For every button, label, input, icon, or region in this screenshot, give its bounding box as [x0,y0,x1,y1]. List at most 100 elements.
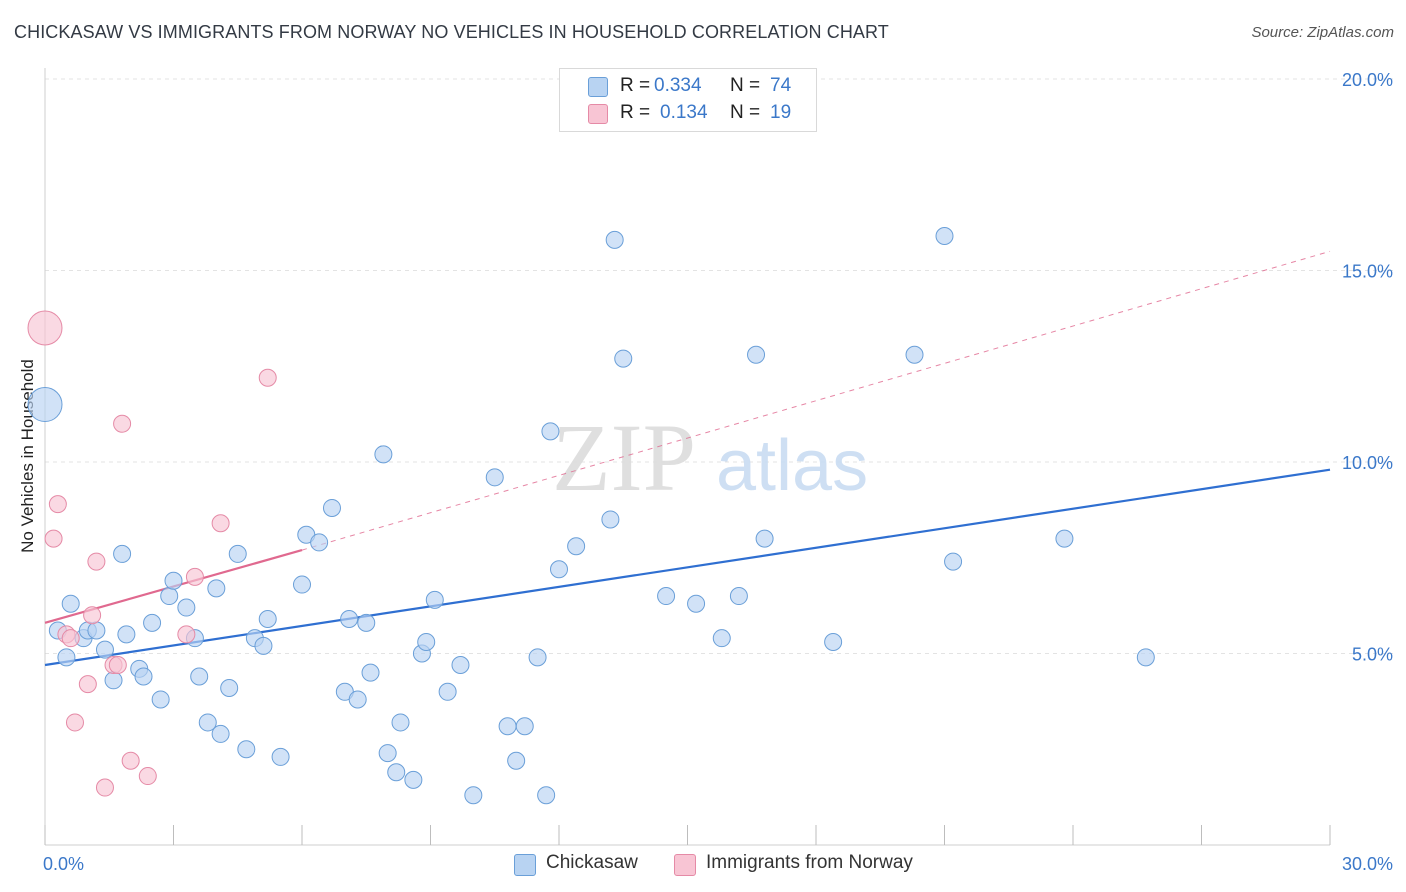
point-chickasaw [361,663,380,682]
point-chickasaw [1136,648,1155,667]
point-chickasaw [905,345,924,364]
point-chickasaw [151,690,170,709]
point-chickasaw [198,713,217,732]
point-norway [121,751,140,770]
point-chickasaw [340,610,359,629]
point-chickasaw [387,763,406,782]
correlation-legend: R = 0.334 N = 74 R = 0.134 N = 19 [559,68,817,132]
point-norway [83,606,102,625]
trend-line-norway-extended [301,250,1331,551]
point-chickasaw [507,751,526,770]
point-chickasaw [57,648,76,667]
point-chickasaw [134,667,153,686]
watermark: ZIP atlas [552,404,868,511]
point-chickasaw [117,625,136,644]
point-chickasaw [485,468,504,487]
point-chickasaw [211,724,230,743]
point-norway [258,368,277,387]
data-points [27,227,1155,805]
gridlines [45,78,1395,654]
point-chickasaw [464,786,483,805]
point-norway [177,625,196,644]
point-chickasaw [228,544,247,563]
point-chickasaw [104,671,123,690]
point-chickasaw [657,587,676,606]
point-chickasaw [254,636,273,655]
watermark-atlas: atlas [716,426,868,506]
point-norway [138,767,157,786]
legend-r-value: 0.334 [654,75,702,96]
point-norway [113,414,132,433]
point-chickasaw [935,227,954,246]
legend-r-label: R = [620,102,651,123]
point-chickasaw [258,610,277,629]
point-chickasaw [310,533,329,552]
legend-swatch-blue [588,77,608,97]
point-norway [48,495,67,514]
y-tick-label: 5.0% [1352,645,1393,665]
legend-r-label: R = [620,75,651,96]
point-chickasaw [113,544,132,563]
point-chickasaw [944,552,963,571]
point-chickasaw [498,717,517,736]
point-chickasaw [605,230,624,249]
point-chickasaw [391,713,410,732]
point-chickasaw [348,690,367,709]
legend-n-label: N = [730,75,761,96]
legend-n-value: 19 [770,102,792,123]
legend-n-value: 74 [770,75,792,96]
legend-swatch-blue [514,854,536,876]
point-norway [211,514,230,533]
point-chickasaw [712,629,731,648]
y-tick-label: 20.0% [1342,70,1393,90]
point-chickasaw [567,537,586,556]
point-chickasaw [374,445,393,464]
legend-label-norway: Immigrants from Norway [706,852,913,873]
point-chickasaw [614,349,633,368]
point-chickasaw [1055,529,1074,548]
point-chickasaw [95,640,114,659]
point-chickasaw [237,740,256,759]
point-chickasaw [27,387,63,423]
point-chickasaw [687,594,706,613]
point-chickasaw [550,560,568,579]
point-chickasaw [164,571,183,590]
point-norway [44,529,63,548]
y-tick-label: 10.0% [1342,453,1393,473]
point-norway [95,778,114,797]
point-chickasaw [824,633,843,652]
point-chickasaw [515,717,534,736]
tick-labels: 5.0% 10.0% 15.0% 20.0% 0.0% 30.0% [43,70,1393,874]
point-norway [185,567,204,586]
legend-swatch-pink [588,104,608,124]
point-chickasaw [322,498,341,517]
point-chickasaw [357,613,376,632]
point-chickasaw [425,590,444,609]
point-chickasaw [528,648,547,667]
point-chickasaw [755,529,774,548]
point-chickasaw [747,345,766,364]
point-chickasaw [404,770,423,789]
point-chickasaw [537,786,556,805]
point-chickasaw [87,621,106,640]
x-tick-label: 30.0% [1342,854,1393,874]
point-norway [27,310,63,346]
point-norway [65,713,84,732]
point-chickasaw [601,510,620,529]
point-norway [78,675,97,694]
watermark-zip: ZIP [552,404,696,511]
y-tick-label: 15.0% [1342,262,1393,282]
point-norway [108,655,127,674]
legend-n-label: N = [730,102,761,123]
point-chickasaw [143,613,162,632]
point-chickasaw [438,682,457,701]
source-label: Source: ZipAtlas.com [1251,24,1394,41]
point-chickasaw [190,667,209,686]
point-chickasaw [293,575,311,594]
point-chickasaw [177,598,196,617]
legend-r-value: 0.134 [660,102,708,123]
point-chickasaw [220,678,239,697]
point-norway [87,552,106,571]
point-chickasaw [417,633,436,652]
